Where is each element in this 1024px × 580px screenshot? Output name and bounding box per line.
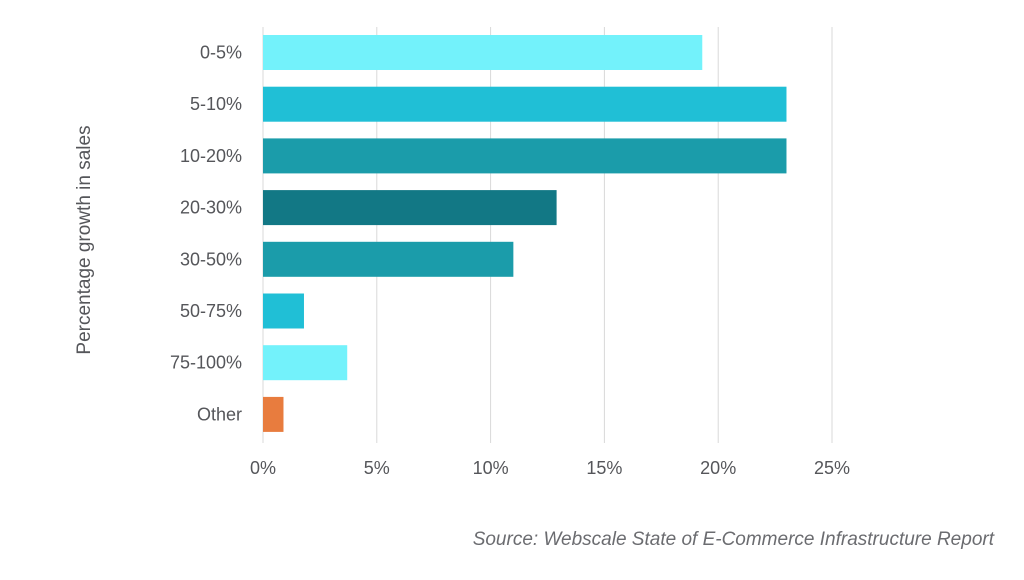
- x-tick-labels: 0% 5% 10% 15% 20% 25%: [250, 458, 850, 478]
- y-tick-label: Other: [197, 404, 242, 424]
- y-tick-label: 30-50%: [180, 249, 242, 269]
- y-tick-label: 0-5%: [200, 43, 242, 63]
- bar-Other: [263, 396, 284, 432]
- bar-30-50%: [263, 241, 514, 277]
- y-tick-label: 10-20%: [180, 146, 242, 166]
- y-tick-label: 20-30%: [180, 198, 242, 218]
- y-tick-label: 75-100%: [170, 353, 242, 373]
- x-tick-label: 15%: [586, 458, 622, 478]
- bar-50-75%: [263, 293, 304, 329]
- x-tick-label: 5%: [364, 458, 390, 478]
- bar-layer: [263, 35, 787, 432]
- bar-0-5%: [263, 35, 703, 70]
- x-tick-label: 0%: [250, 458, 276, 478]
- y-tick-label: 50-75%: [180, 301, 242, 321]
- x-tick-label: 10%: [473, 458, 509, 478]
- x-tick-label: 25%: [814, 458, 850, 478]
- bar-5-10%: [263, 86, 787, 122]
- bar-10-20%: [263, 138, 787, 174]
- source-note: Source: Webscale State of E-Commerce Inf…: [473, 529, 995, 550]
- bar-20-30%: [263, 190, 557, 226]
- y-tick-labels: 0-5% 5-10% 10-20% 20-30% 30-50% 50-75% 75-100%…: [170, 43, 242, 425]
- y-axis-title: Percentage growth in sales: [74, 125, 95, 354]
- bar-75-100%: [263, 345, 348, 381]
- y-tick-label: 5-10%: [190, 94, 242, 114]
- x-tick-label: 20%: [700, 458, 736, 478]
